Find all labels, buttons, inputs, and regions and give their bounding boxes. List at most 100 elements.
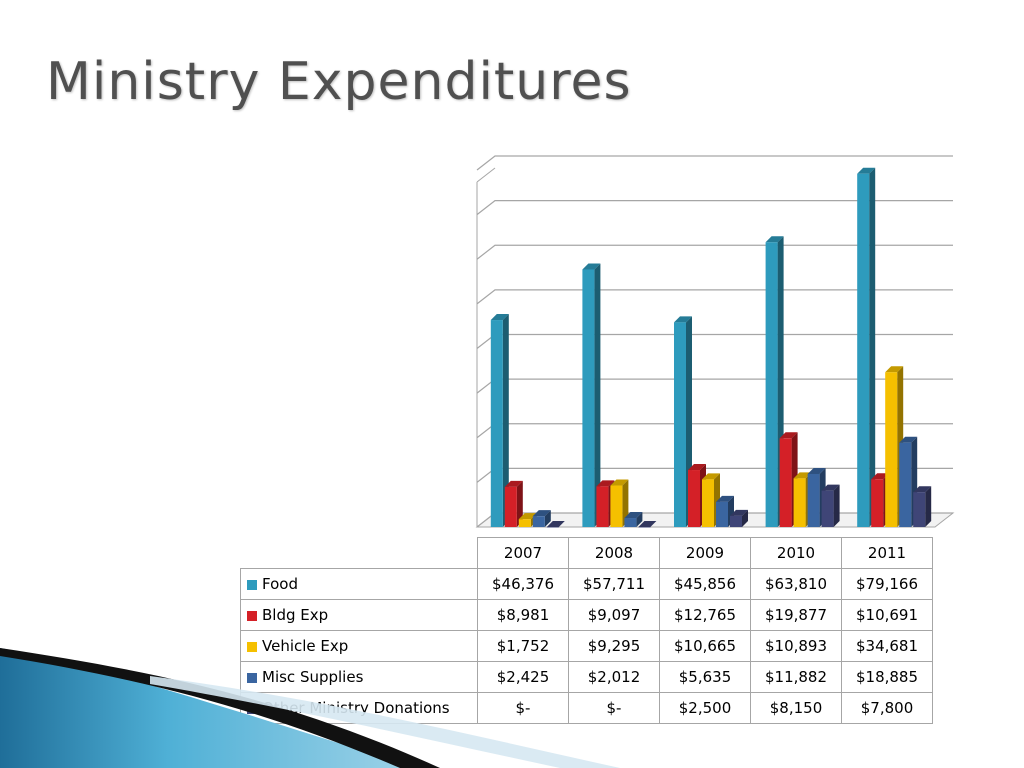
bar-front-face bbox=[674, 322, 686, 527]
bar-vehicle-exp-2010 bbox=[793, 472, 812, 527]
bar-front-face bbox=[546, 527, 559, 528]
bar-front-face bbox=[807, 473, 820, 527]
bar-top-face bbox=[913, 486, 932, 493]
data-label: $1,752 bbox=[477, 630, 569, 662]
bar-top-face bbox=[610, 479, 629, 486]
bar-top-face bbox=[899, 436, 918, 443]
bar-side-face bbox=[594, 263, 601, 527]
bar-food-2008 bbox=[582, 263, 601, 527]
data-label: $46,376 bbox=[477, 568, 569, 600]
bar-top-face bbox=[490, 314, 509, 321]
legend-swatch bbox=[247, 642, 257, 652]
bar-top-face bbox=[702, 473, 720, 480]
bar-top-face bbox=[885, 366, 904, 373]
bar-front-face bbox=[490, 320, 503, 527]
data-label: $18,885 bbox=[841, 661, 933, 693]
bar-bldg-exp-2007 bbox=[504, 480, 523, 527]
bar-front-face bbox=[716, 501, 728, 527]
chart-bars bbox=[490, 167, 932, 528]
bar-misc-supplies-2009 bbox=[716, 495, 734, 527]
data-label: $34,681 bbox=[841, 630, 933, 662]
gridline bbox=[476, 155, 953, 171]
legend-entry: Food bbox=[240, 568, 478, 600]
bar-front-face bbox=[582, 269, 595, 527]
bar-top-face bbox=[624, 512, 643, 519]
legend-swatch bbox=[247, 673, 257, 683]
legend-entry: Vehicle Exp bbox=[240, 630, 478, 662]
bar-top-face bbox=[674, 316, 692, 323]
bar-top-face bbox=[821, 484, 840, 491]
data-label: $11,882 bbox=[750, 661, 842, 693]
bar-front-face bbox=[899, 442, 912, 527]
bar-misc-supplies-2007 bbox=[532, 510, 551, 527]
data-label: $9,295 bbox=[568, 630, 660, 662]
bar-front-face bbox=[638, 527, 651, 528]
bar-front-face bbox=[857, 173, 870, 527]
bar-front-face bbox=[504, 486, 517, 527]
bar-top-face bbox=[596, 480, 615, 487]
legend-label: Vehicle Exp bbox=[262, 637, 349, 655]
bar-side-face bbox=[636, 512, 643, 527]
legend-swatch bbox=[247, 580, 257, 590]
bar-top-face bbox=[688, 464, 706, 471]
bar-top-face bbox=[779, 432, 798, 439]
bar-front-face bbox=[596, 486, 609, 527]
data-label: $2,012 bbox=[568, 661, 660, 693]
data-label: $7,800 bbox=[841, 692, 933, 724]
chart-data-table: 2007 2008 2009 2010 2011 Food $46,376 $57,711 $4… bbox=[240, 537, 933, 724]
bar-front-face bbox=[821, 490, 834, 527]
bar-front-face bbox=[624, 518, 637, 527]
bar-misc-supplies-2008 bbox=[624, 512, 643, 527]
bar-food-2011 bbox=[857, 167, 876, 527]
bar-top-face bbox=[638, 521, 657, 527]
bar-front-face bbox=[779, 438, 792, 527]
bar-front-face bbox=[532, 516, 545, 527]
bar-top-face bbox=[716, 495, 734, 502]
bar-top-face bbox=[532, 510, 551, 517]
bar-front-face bbox=[793, 478, 806, 527]
bar-other-ministry-donations-2010 bbox=[821, 484, 840, 527]
table-corner-cell bbox=[240, 537, 478, 569]
bar-side-face bbox=[502, 314, 509, 527]
gridline bbox=[476, 289, 953, 305]
swoosh-blue-shape bbox=[0, 648, 420, 768]
table-row: Other Ministry Donations $- $- $2,500 $8,150… bbox=[240, 692, 933, 724]
bar-top-face bbox=[807, 467, 826, 474]
bar-front-face bbox=[610, 485, 623, 527]
legend-label: Bldg Exp bbox=[262, 606, 329, 624]
data-label: $45,856 bbox=[659, 568, 751, 600]
chart-side-wall-top bbox=[476, 167, 496, 183]
legend-entry: Bldg Exp bbox=[240, 599, 478, 631]
bar-other-ministry-donations-2011 bbox=[913, 486, 932, 527]
bar-top-face bbox=[765, 236, 784, 243]
data-label: $10,665 bbox=[659, 630, 751, 662]
data-label: $- bbox=[477, 692, 569, 724]
bar-food-2007 bbox=[490, 314, 509, 527]
bar-top-face bbox=[730, 509, 748, 516]
bar-front-face bbox=[871, 479, 884, 527]
bar-top-face bbox=[582, 263, 601, 270]
gridline bbox=[476, 200, 953, 216]
bar-vehicle-exp-2008 bbox=[610, 479, 629, 527]
bar-side-face bbox=[833, 484, 840, 527]
legend-label: Misc Supplies bbox=[262, 668, 364, 686]
bar-top-face bbox=[546, 521, 565, 527]
bar-top-face bbox=[857, 167, 876, 174]
bar-top-face bbox=[793, 472, 812, 479]
bar-front-face bbox=[885, 372, 898, 527]
bar-side-face bbox=[742, 509, 748, 527]
table-row: Vehicle Exp $1,752 $9,295 $10,665 $10,893 $34… bbox=[240, 630, 933, 662]
swoosh-light-stripe bbox=[150, 676, 620, 768]
bar-front-face bbox=[688, 470, 700, 527]
bar-side-face bbox=[622, 479, 629, 527]
bar-front-face bbox=[765, 242, 778, 528]
table-row: Food $46,376 $57,711 $45,856 $63,810 $79,166 bbox=[240, 568, 933, 600]
legend-label: Food bbox=[262, 575, 298, 593]
bar-chart bbox=[475, 155, 955, 528]
bar-other-ministry-donations-2007 bbox=[546, 521, 565, 528]
table-row: Misc Supplies $2,425 $2,012 $5,635 $11,882 $1… bbox=[240, 661, 933, 693]
data-label: $63,810 bbox=[750, 568, 842, 600]
data-label: $8,150 bbox=[750, 692, 842, 724]
data-label: $- bbox=[568, 692, 660, 724]
